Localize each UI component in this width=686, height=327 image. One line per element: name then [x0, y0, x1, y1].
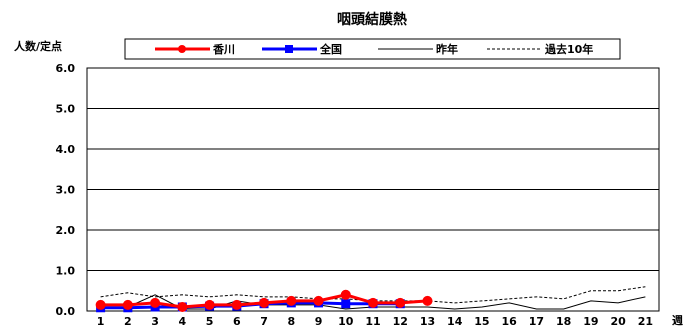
y-tick-labels: 0.0 1.0 2.0 3.0 4.0 5.0 6.0 — [56, 62, 76, 318]
legend-box — [124, 38, 621, 60]
point — [422, 295, 433, 306]
x-tick-label: 4 — [179, 315, 187, 327]
y-tick-label: 2.0 — [56, 224, 76, 237]
x-tick-label: 18 — [556, 315, 571, 327]
x-tick-label: 5 — [206, 315, 214, 327]
legend-label: 過去10年 — [544, 42, 593, 56]
y-tick-label: 0.0 — [56, 305, 76, 318]
point — [204, 299, 215, 310]
point — [340, 289, 351, 300]
legend: 香川 全国 昨年 過去10年 — [124, 38, 621, 60]
point — [231, 299, 242, 310]
y-tick-label: 3.0 — [56, 184, 76, 197]
x-tick-label: 7 — [260, 315, 268, 327]
x-tick-label: 10 — [338, 315, 354, 327]
legend-marker — [178, 45, 186, 53]
legend-label: 全国 — [319, 42, 342, 56]
legend-label: 香川 — [212, 42, 235, 56]
point — [395, 297, 406, 308]
x-tick-label: 19 — [583, 315, 598, 327]
x-tick-label: 13 — [420, 315, 435, 327]
x-tick-label: 6 — [233, 315, 241, 327]
y-axis-label: 人数/定点 — [14, 39, 62, 53]
series-line-3 — [100, 286, 646, 304]
x-tick-label: 17 — [529, 315, 544, 327]
x-tick-label: 1 — [97, 315, 105, 327]
point — [368, 297, 378, 308]
point — [95, 299, 106, 310]
point — [286, 295, 297, 306]
point — [259, 297, 270, 308]
x-tick-label: 12 — [393, 315, 408, 327]
point — [177, 301, 188, 312]
y-tick-label: 5.0 — [56, 103, 76, 116]
y-tick-label: 4.0 — [56, 143, 76, 156]
point — [150, 297, 161, 308]
point — [122, 299, 133, 310]
x-tick-label: 8 — [287, 315, 295, 327]
point — [341, 299, 351, 309]
x-tick-label: 16 — [502, 315, 518, 327]
x-tick-label: 3 — [151, 315, 159, 327]
y-tick-label: 6.0 — [56, 62, 76, 75]
x-axis-label: 週 — [672, 313, 683, 327]
series-layer — [95, 286, 646, 313]
x-tick-label: 14 — [447, 315, 463, 327]
grid — [87, 108, 659, 271]
x-tick-label: 20 — [610, 315, 626, 327]
x-tick-label: 2 — [124, 315, 132, 327]
legend-label: 昨年 — [436, 42, 458, 56]
y-tick-label: 1.0 — [56, 265, 76, 278]
x-tick-label: 9 — [315, 315, 323, 327]
x-tick-label: 21 — [638, 315, 653, 327]
legend-marker — [285, 45, 293, 53]
x-tick-label: 11 — [365, 315, 380, 327]
chart-title: 咽頭結膜熱 — [337, 11, 407, 28]
x-tick-label: 15 — [474, 315, 489, 327]
x-tick-labels: 1 2 3 4 5 6 7 8 9 10 11 12 13 14 15 16 17 18 19 20 21 — [97, 315, 653, 327]
point — [313, 295, 324, 306]
